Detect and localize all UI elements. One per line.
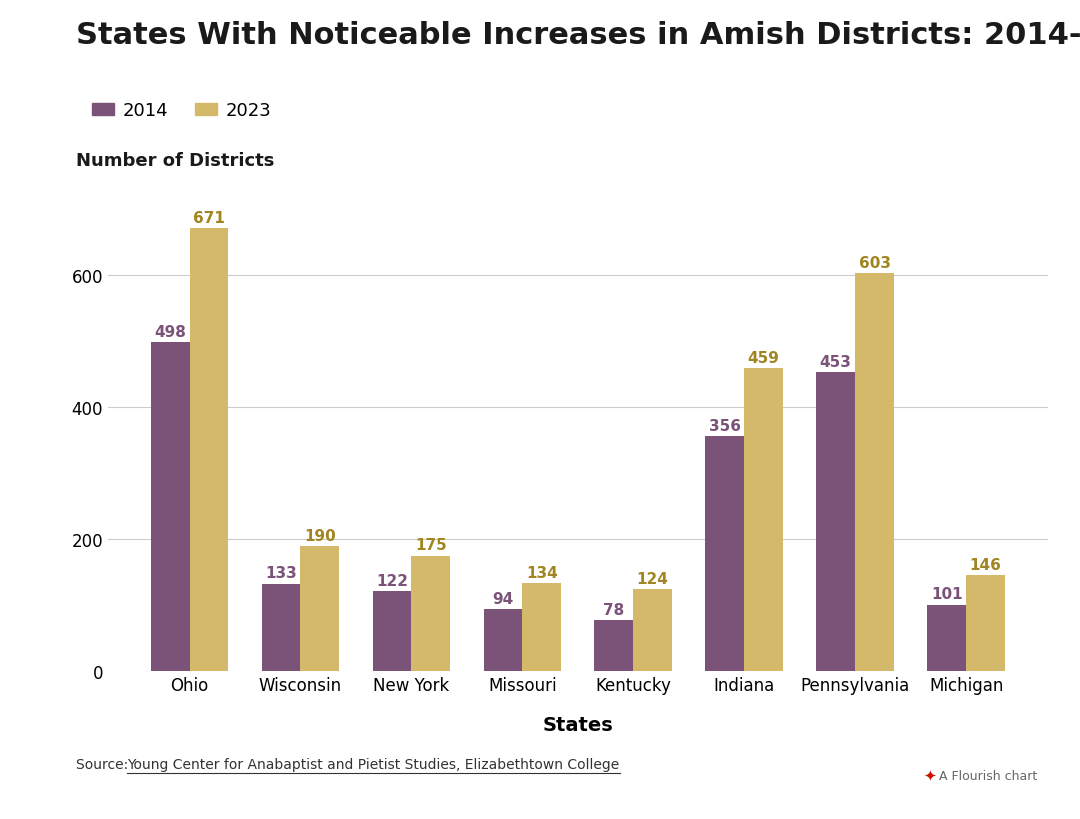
Bar	[928, 605, 967, 672]
Text: 94: 94	[492, 591, 514, 606]
Text: 78: 78	[604, 602, 624, 617]
Bar	[151, 343, 189, 672]
Text: 459: 459	[747, 351, 780, 365]
Bar	[411, 556, 450, 672]
Bar	[705, 437, 744, 672]
Text: Number of Districts: Number of Districts	[76, 152, 274, 170]
Bar	[633, 590, 672, 672]
Text: A Flourish chart: A Flourish chart	[939, 769, 1037, 782]
Text: 133: 133	[266, 566, 297, 581]
Bar	[189, 229, 228, 672]
Text: 453: 453	[820, 355, 852, 369]
Text: 101: 101	[931, 586, 962, 602]
Text: States With Noticeable Increases in Amish Districts: 2014-2023: States With Noticeable Increases in Amis…	[76, 20, 1080, 49]
Text: ✦: ✦	[923, 767, 936, 782]
Text: 671: 671	[193, 210, 225, 225]
Text: 498: 498	[154, 325, 186, 340]
Text: 146: 146	[970, 557, 1001, 572]
Bar	[261, 584, 300, 672]
Text: 175: 175	[415, 538, 447, 553]
Bar	[816, 373, 855, 672]
Text: Young Center for Anabaptist and Pietist Studies, Elizabethtown College: Young Center for Anabaptist and Pietist …	[127, 758, 620, 771]
Text: 603: 603	[859, 256, 891, 270]
Text: 122: 122	[376, 572, 408, 588]
Bar	[967, 575, 1004, 672]
Bar	[300, 546, 339, 672]
X-axis label: States: States	[542, 715, 613, 734]
Bar	[855, 274, 894, 672]
Text: Source:: Source:	[76, 758, 132, 771]
Bar	[484, 609, 523, 672]
Text: 190: 190	[303, 528, 336, 543]
Bar	[594, 620, 633, 672]
Text: 124: 124	[637, 572, 669, 586]
Bar	[373, 591, 411, 672]
Bar	[523, 583, 562, 672]
Text: 356: 356	[708, 419, 741, 433]
Text: 134: 134	[526, 565, 557, 580]
Legend: 2014, 2023: 2014, 2023	[84, 95, 279, 128]
Bar	[744, 369, 783, 672]
